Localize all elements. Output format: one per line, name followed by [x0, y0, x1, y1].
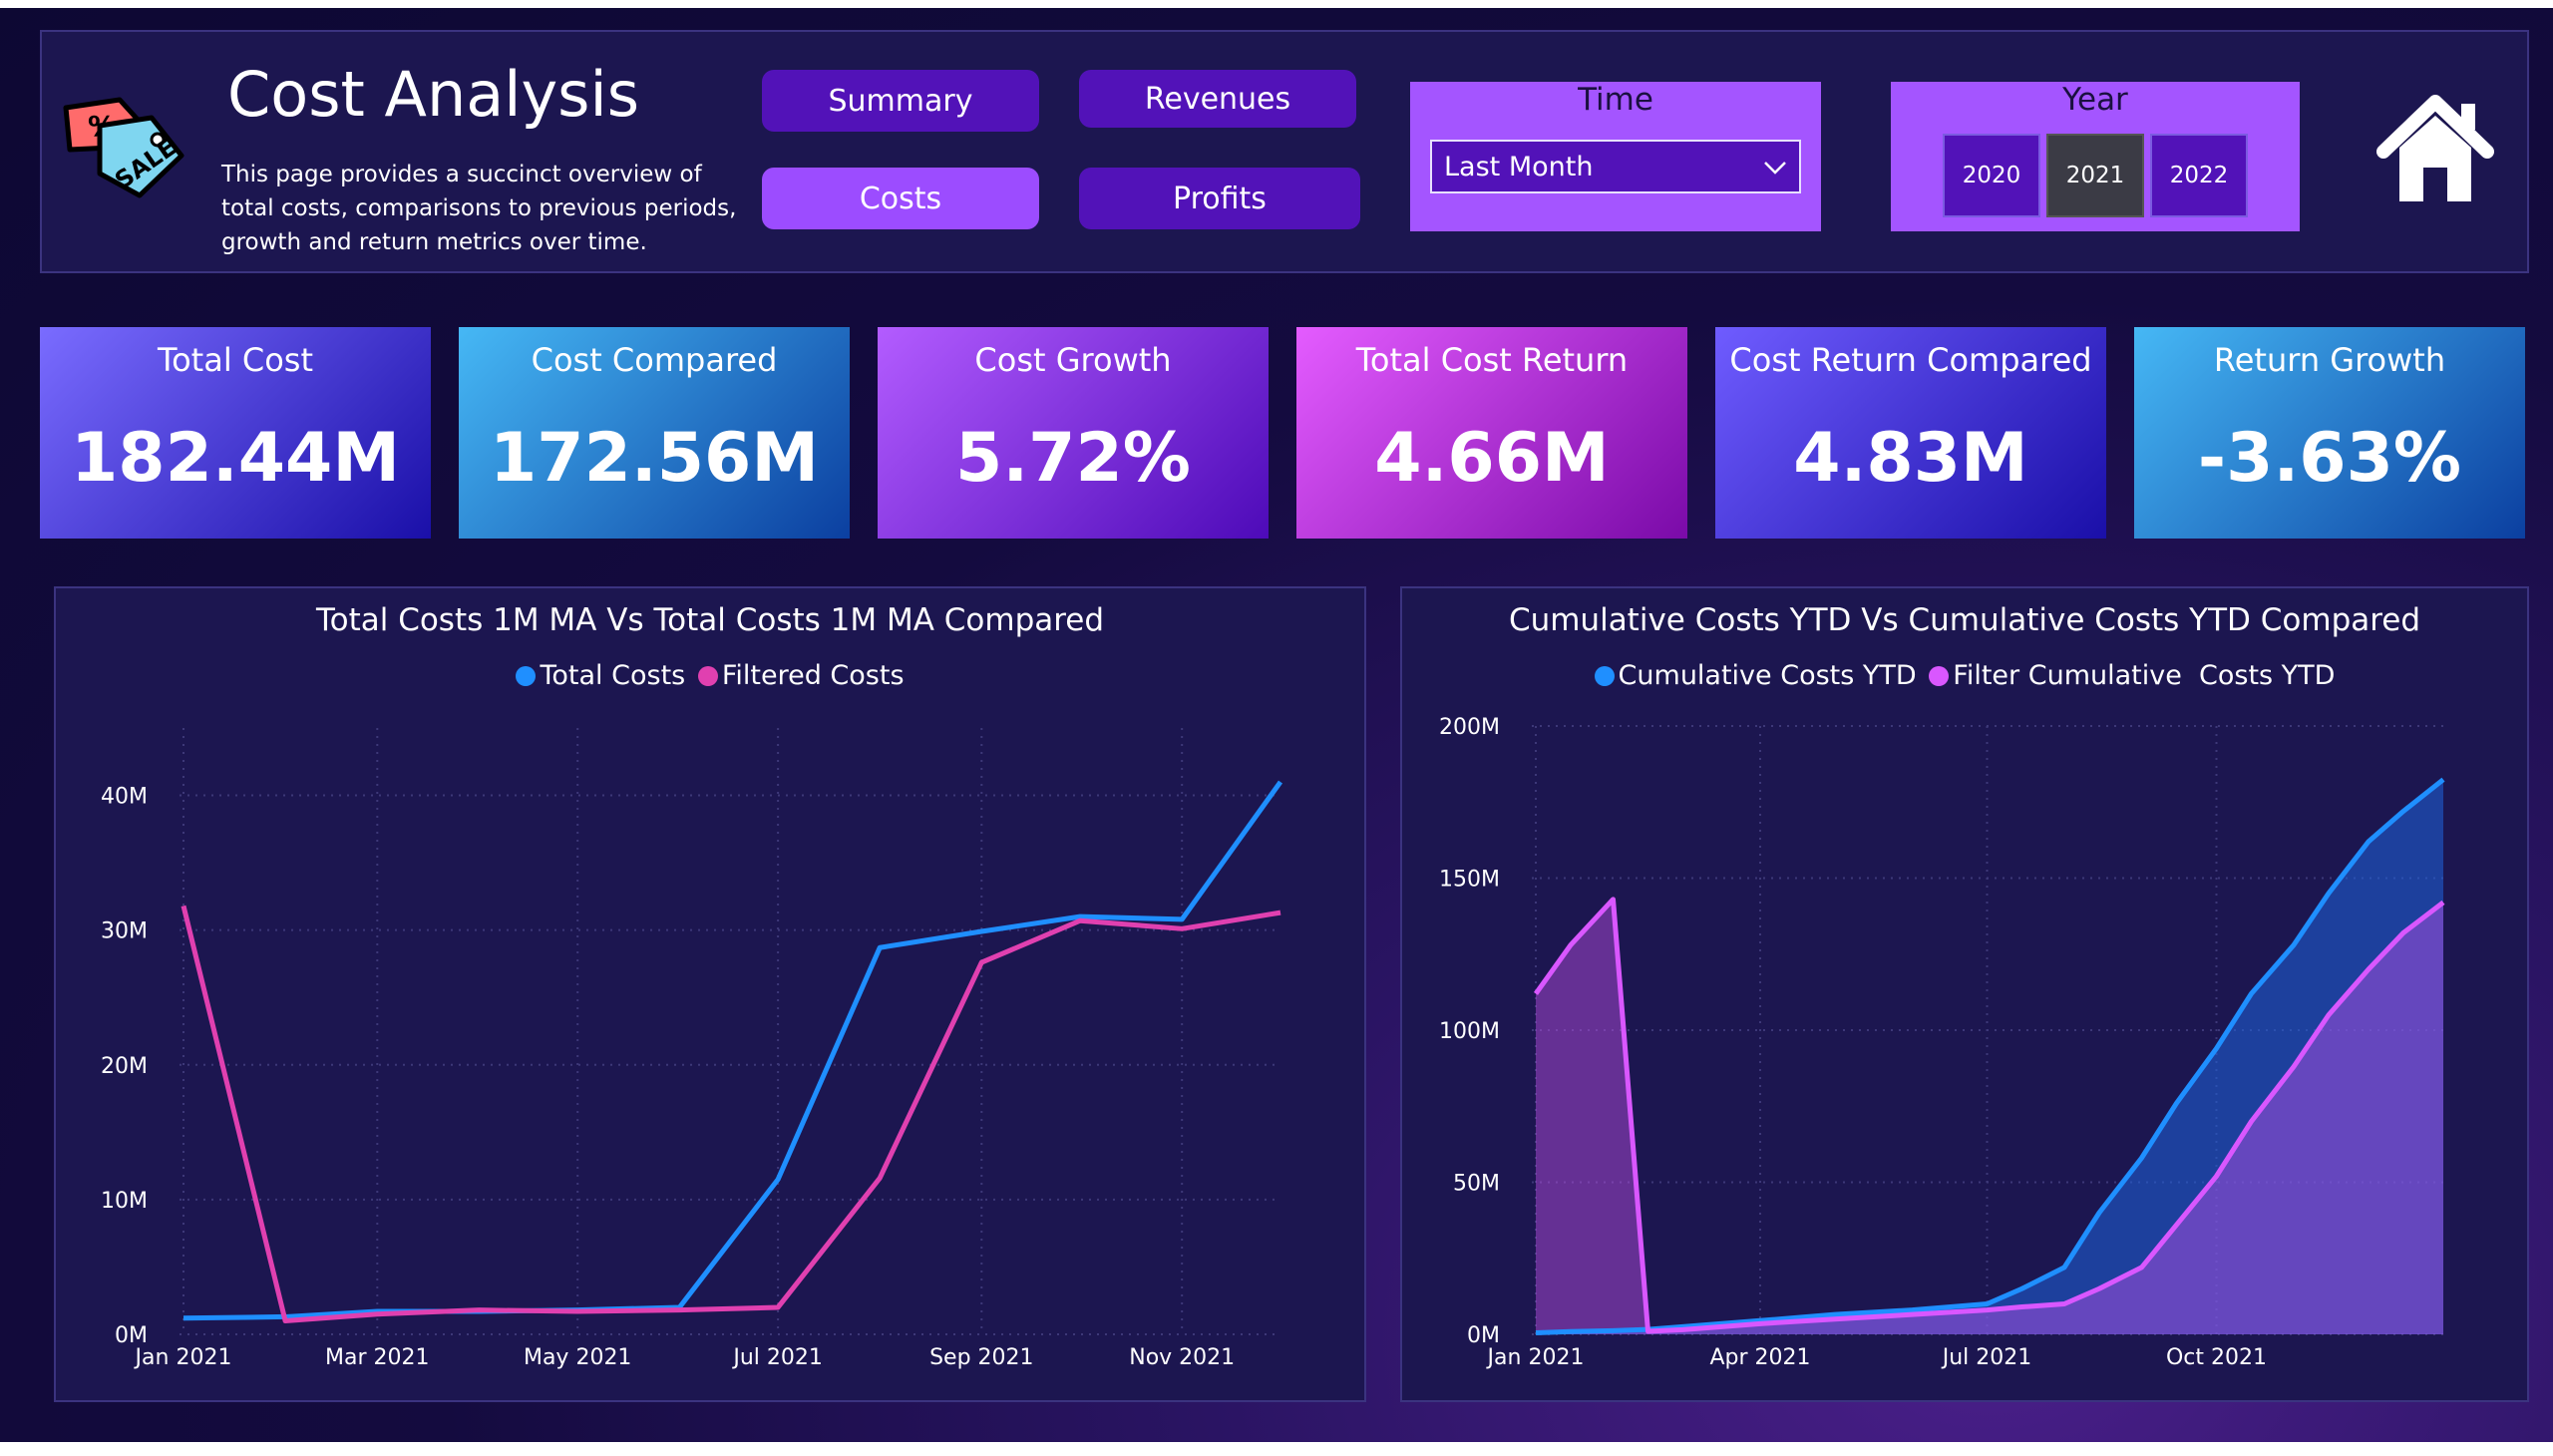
kpi-label: Cost Compared: [531, 341, 778, 379]
y-tick-label: 0M: [1467, 1323, 1500, 1348]
legend-dot: [1929, 665, 1950, 686]
kpi-value: 5.72%: [955, 419, 1191, 498]
y-tick-label: 20M: [101, 1054, 148, 1079]
kpi-value: 172.56M: [489, 419, 820, 498]
legend-item-filtered-costs[interactable]: Filtered Costs: [697, 660, 905, 691]
x-tick-label: Sep 2021: [929, 1345, 1033, 1370]
chart-panel-cumulative-ytd: Cumulative Costs YTD Vs Cumulative Costs…: [1400, 586, 2529, 1402]
year-2022-button[interactable]: 2022: [2150, 134, 2248, 217]
kpi-value: -3.63%: [2197, 419, 2462, 498]
chart-legend: Cumulative Costs YTD Filter Cumulative C…: [1402, 660, 2527, 693]
kpi-label: Total Cost: [157, 341, 314, 379]
kpi-label: Cost Return Compared: [1729, 341, 2092, 379]
x-tick-label: Jan 2021: [1486, 1345, 1585, 1370]
legend-label: Filter Cumulative Costs YTD: [1953, 660, 2336, 691]
area-fill-cumulative-costs: [1536, 779, 2443, 1334]
kpi-label: Total Cost Return: [1355, 341, 1629, 379]
legend-label: Cumulative Costs YTD: [1618, 660, 1917, 691]
kpi-card: Total Cost 182.44M: [40, 327, 431, 539]
x-tick-label: Oct 2021: [2166, 1345, 2267, 1370]
y-tick-label: 10M: [101, 1189, 148, 1214]
time-slicer-title: Time: [1578, 82, 1653, 118]
y-tick-label: 100M: [1439, 1019, 1500, 1044]
legend-dot: [516, 665, 537, 686]
x-tick-label: Jul 2021: [1941, 1345, 2032, 1370]
x-tick-label: Mar 2021: [325, 1345, 430, 1370]
series-line-1: [1533, 897, 2445, 1334]
costs-button[interactable]: Costs: [762, 168, 1039, 229]
y-tick-label: 200M: [1439, 715, 1500, 740]
page-description: This page provides a succinct overview o…: [221, 162, 737, 255]
y-tick-label: 50M: [1453, 1172, 1500, 1197]
y-tick-label: 150M: [1439, 868, 1500, 893]
legend-dot: [1594, 665, 1615, 686]
top-border: [0, 0, 2553, 8]
x-tick-label: May 2021: [524, 1345, 631, 1370]
time-dropdown-value: Last Month: [1444, 151, 1594, 182]
legend-label: Total Costs: [540, 660, 686, 691]
kpi-card: Cost Compared 172.56M: [459, 327, 850, 539]
year-slicer-title: Year: [2062, 82, 2128, 118]
x-tick-label: Jul 2021: [731, 1345, 823, 1370]
kpi-value: 4.83M: [1793, 419, 2028, 498]
kpi-card: Cost Growth 5.72%: [878, 327, 1269, 539]
legend-dot: [697, 665, 718, 686]
kpi-label: Return Growth: [2213, 341, 2446, 379]
page-title: Cost Analysis: [227, 58, 639, 131]
legend-item-total-costs[interactable]: Total Costs: [516, 660, 685, 691]
series-line-1: [181, 905, 1281, 1323]
legend-label: Filtered Costs: [721, 660, 905, 691]
chart-panel-costs-ma: Total Costs 1M MA Vs Total Costs 1M MA C…: [54, 586, 1366, 1402]
chart-title: Cumulative Costs YTD Vs Cumulative Costs…: [1508, 602, 2421, 638]
area-fill-filter-cumulative: [1536, 899, 2443, 1334]
x-tick-label: Nov 2021: [1129, 1345, 1235, 1370]
y-tick-label: 0M: [115, 1323, 148, 1348]
kpi-card: Total Cost Return 4.66M: [1296, 327, 1687, 539]
series-line-0: [182, 780, 1283, 1321]
profits-button[interactable]: Profits: [1079, 168, 1360, 229]
summary-button[interactable]: Summary: [762, 70, 1039, 132]
line-chart-svg: 0M 10M 20M 30M 40M Jan 2021 Mar 2021 May 2021 Ju…: [101, 728, 1283, 1370]
revenues-button[interactable]: Revenues: [1079, 70, 1356, 128]
kpi-card: Return Growth -3.63%: [2134, 327, 2525, 539]
kpi-value: 182.44M: [70, 419, 401, 498]
chevron-down-icon: [1764, 162, 1786, 175]
chart-legend: Total Costs Filtered Costs: [56, 660, 1364, 693]
year-2021-button[interactable]: 2021: [2046, 134, 2144, 217]
bottom-border: [0, 1442, 2553, 1456]
year-slicer: Year 2020 2021 2022: [1891, 82, 2300, 231]
x-tick-label: Jan 2021: [134, 1345, 232, 1370]
kpi-value: 4.66M: [1374, 419, 1610, 498]
legend-item-filter-cumulative[interactable]: Filter Cumulative Costs YTD: [1929, 660, 2335, 691]
home-icon[interactable]: [2373, 90, 2497, 207]
x-tick-label: Apr 2021: [1709, 1345, 1810, 1370]
kpi-card: Cost Return Compared 4.83M: [1715, 327, 2106, 539]
area-chart-svg: 0M 50M 100M 150M 200M Jan 2021 Apr 2021 Jul 202…: [1439, 715, 2445, 1370]
kpi-label: Cost Growth: [974, 341, 1172, 379]
y-tick-label: 30M: [101, 919, 148, 944]
y-tick-label: 40M: [101, 785, 148, 810]
chart-title: Total Costs 1M MA Vs Total Costs 1M MA C…: [315, 602, 1105, 638]
sale-tag-icon: % SALE: [63, 97, 184, 198]
time-slicer: Time Last Month: [1410, 82, 1821, 231]
legend-item-cumulative-costs[interactable]: Cumulative Costs YTD: [1594, 660, 1917, 691]
year-2020-button[interactable]: 2020: [1943, 134, 2040, 217]
time-dropdown[interactable]: Last Month: [1430, 140, 1801, 193]
